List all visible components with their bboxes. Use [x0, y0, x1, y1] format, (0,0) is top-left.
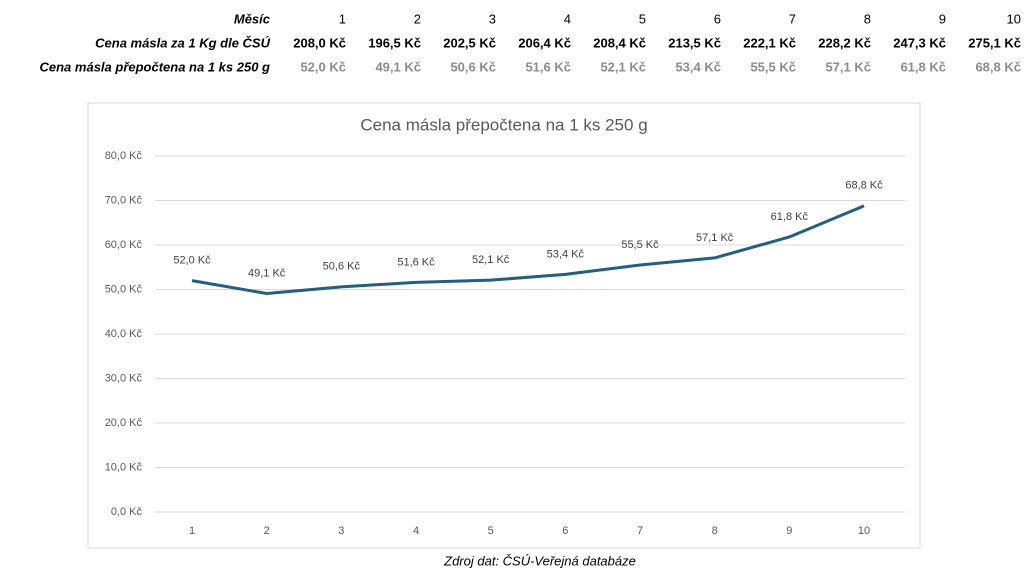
table-cell: 222,1 Kč	[743, 35, 796, 50]
table-cell: 206,4 Kč	[518, 35, 571, 50]
table-cell: 61,8 Kč	[900, 59, 946, 74]
x-tick-label: 9	[786, 525, 792, 537]
table-cell: 52,0 Kč	[300, 59, 346, 74]
table-cell: 2	[414, 11, 421, 26]
table-cell: 3	[489, 11, 496, 26]
table-cell: 7	[789, 11, 796, 26]
table-cell: 202,5 Kč	[443, 35, 496, 50]
table-cell: 49,1 Kč	[375, 59, 421, 74]
table-cell: 208,4 Kč	[593, 35, 646, 50]
chart-frame	[87, 102, 921, 549]
y-tick-label: 80,0 Kč	[105, 150, 143, 162]
x-tick-label: 2	[264, 525, 270, 537]
row-label: Cena másla za 1 Kg dle ČSÚ	[95, 35, 270, 50]
x-tick-label: 6	[562, 525, 568, 537]
data-label: 51,6 Kč	[397, 256, 435, 268]
data-label: 55,5 Kč	[621, 239, 659, 251]
x-tick-label: 3	[338, 525, 344, 537]
table-cell: 228,2 Kč	[818, 35, 871, 50]
data-label: 68,8 Kč	[845, 180, 883, 192]
data-label: 52,0 Kč	[173, 255, 211, 267]
data-label: 49,1 Kč	[248, 267, 286, 279]
table-cell: 55,5 Kč	[750, 59, 796, 74]
data-label: 53,4 Kč	[547, 248, 585, 260]
source-note: Zdroj dat: ČSÚ-Veřejná databáze	[443, 553, 636, 568]
y-tick-label: 40,0 Kč	[105, 328, 143, 340]
y-tick-label: 0,0 Kč	[111, 506, 143, 518]
x-tick-label: 1	[189, 525, 195, 537]
y-tick-label: 30,0 Kč	[105, 372, 143, 384]
data-label: 52,1 Kč	[472, 254, 510, 266]
line	[191, 204, 865, 296]
table-cell: 6	[714, 11, 721, 26]
data-label: 50,6 Kč	[323, 261, 361, 273]
table-cell: 52,1 Kč	[600, 59, 646, 74]
y-tick-label: 20,0 Kč	[105, 417, 143, 429]
table-cell: 8	[864, 11, 871, 26]
table-cell: 1	[339, 11, 346, 26]
y-tick-label: 60,0 Kč	[105, 239, 143, 251]
table-cell: 247,3 Kč	[893, 35, 946, 50]
table-cell: 275,1 Kč	[968, 35, 1021, 50]
table-cell: 4	[564, 11, 571, 26]
table-cell: 196,5 Kč	[368, 35, 421, 50]
table-cell: 53,4 Kč	[675, 59, 721, 74]
y-tick-label: 10,0 Kč	[105, 461, 143, 473]
data-label: 57,1 Kč	[696, 232, 734, 244]
row-label: Měsíc	[234, 11, 271, 26]
table-cell: 208,0 Kč	[293, 35, 346, 50]
y-tick-label: 70,0 Kč	[105, 194, 143, 206]
x-tick-label: 4	[413, 525, 419, 537]
x-tick-label: 8	[712, 525, 718, 537]
table-cell: 68,8 Kč	[975, 59, 1021, 74]
table-cell: 57,1 Kč	[825, 59, 871, 74]
chart-title: Cena másla přepočtena na 1 ks 250 g	[360, 115, 647, 134]
table-cell: 5	[639, 11, 646, 26]
row-label: Cena másla přepočtena na 1 ks 250 g	[40, 59, 271, 74]
table-cell: 50,6 Kč	[450, 59, 496, 74]
x-tick-label: 5	[488, 525, 494, 537]
table-cell: 51,6 Kč	[525, 59, 571, 74]
table-cell: 10	[1007, 11, 1021, 26]
x-tick-label: 7	[637, 525, 643, 537]
table-cell: 213,5 Kč	[668, 35, 721, 50]
data-label: 61,8 Kč	[771, 211, 809, 223]
x-tick-label: 10	[858, 525, 870, 537]
table-cell: 9	[939, 11, 946, 26]
y-tick-label: 50,0 Kč	[105, 283, 143, 295]
